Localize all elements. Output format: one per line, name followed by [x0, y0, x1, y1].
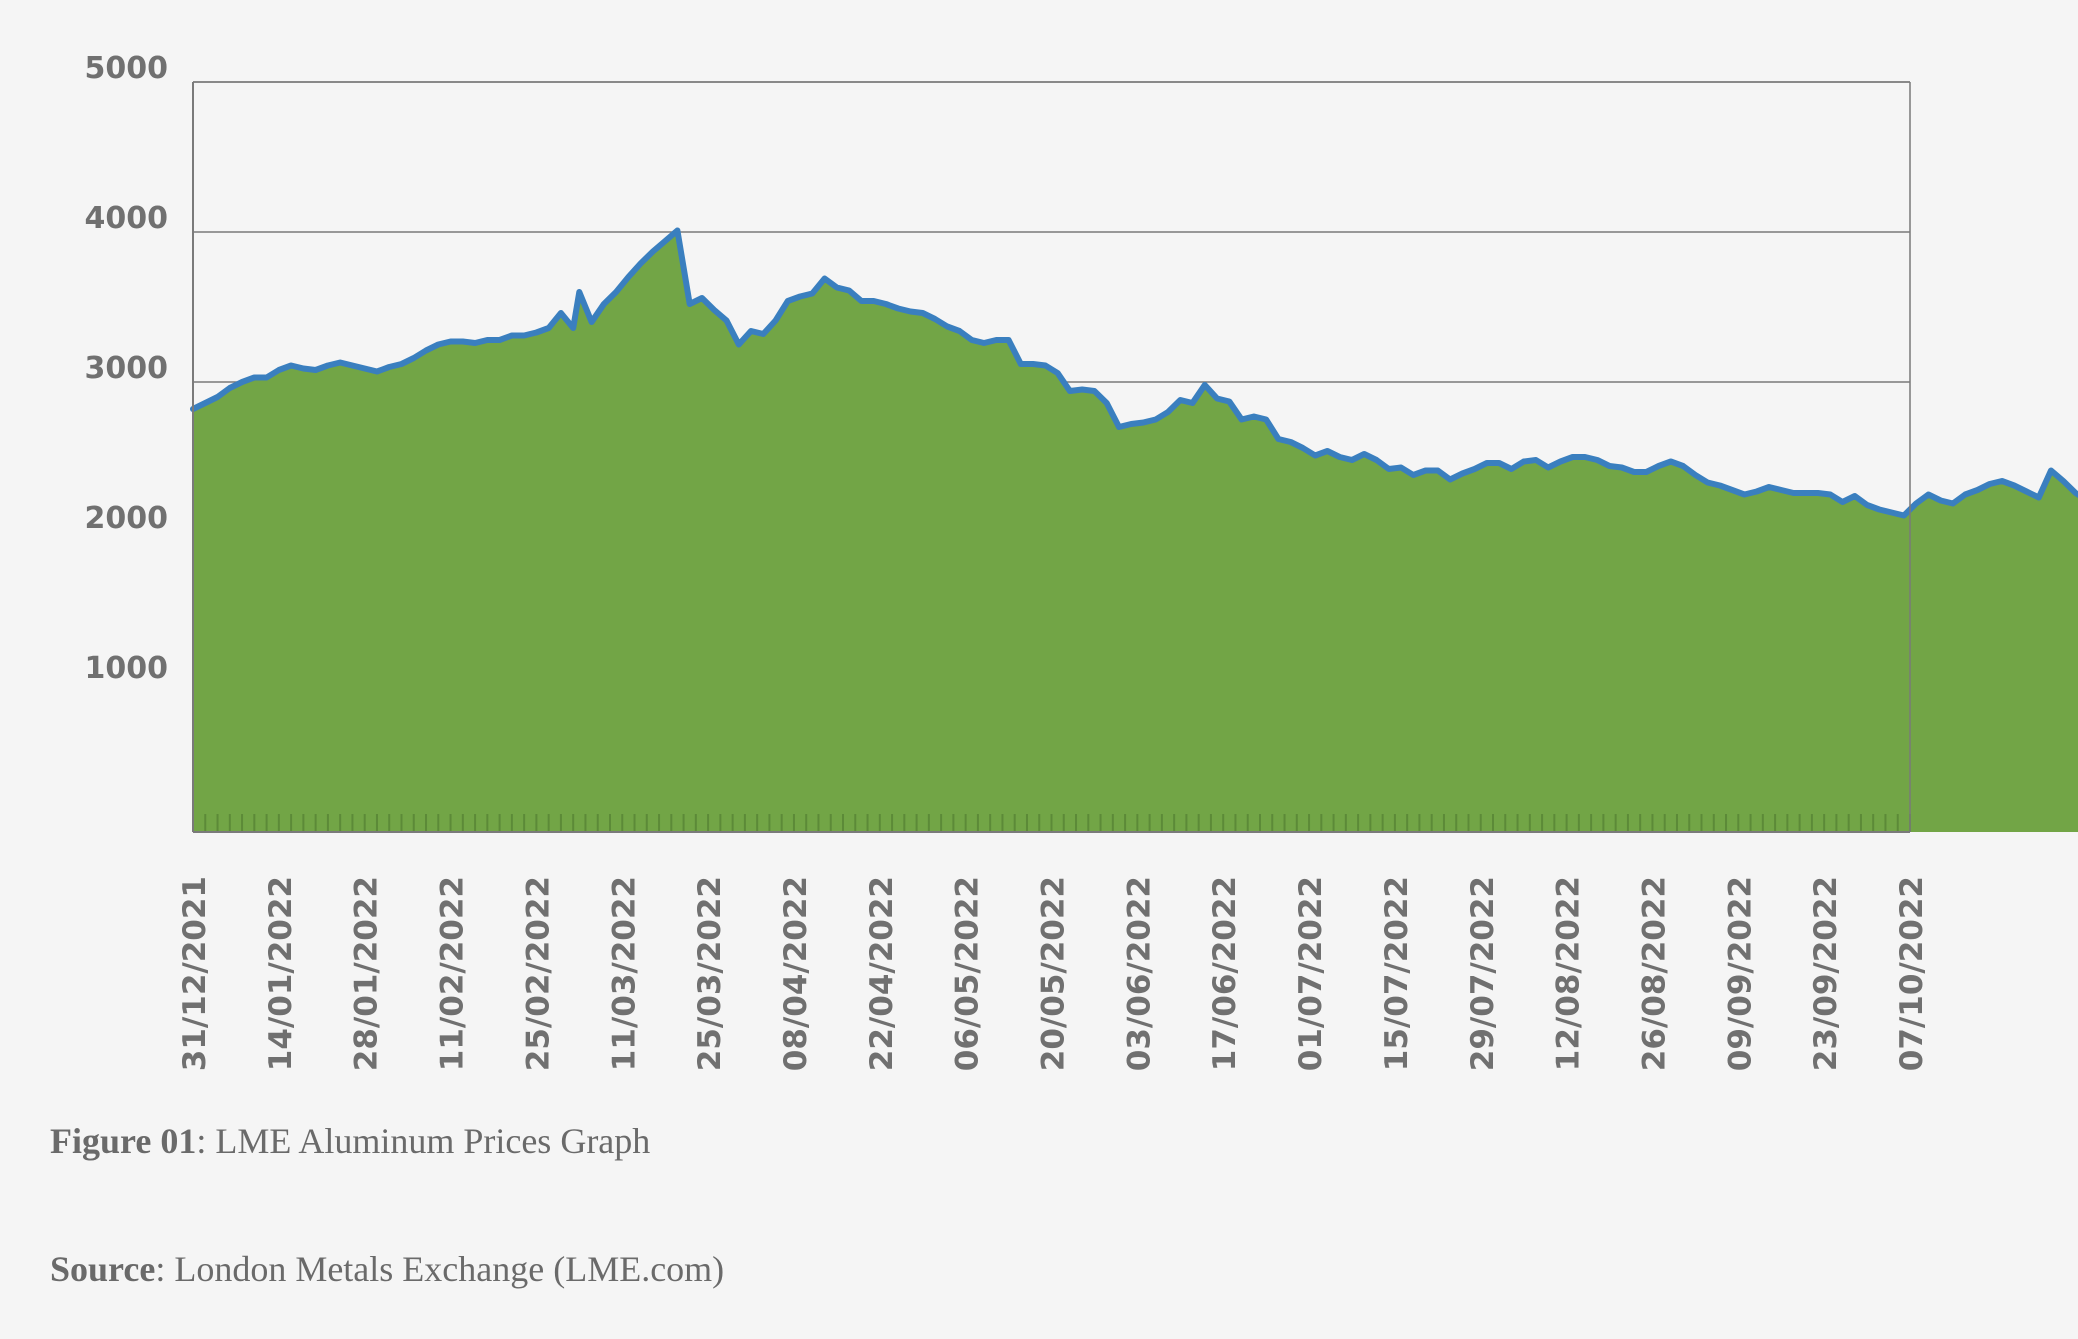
x-tick-label: 11/03/2022	[606, 876, 642, 1071]
x-tick-label: 26/08/2022	[1636, 876, 1672, 1071]
x-tick-label: 23/09/2022	[1808, 876, 1844, 1071]
x-tick-label: 01/07/2022	[1293, 876, 1329, 1071]
plot-frame	[192, 81, 1911, 833]
figure-caption: Figure 01: LME Aluminum Prices Graph	[50, 1120, 650, 1162]
source-caption: Source: London Metals Exchange (LME.com)	[50, 1248, 724, 1290]
price-area-fill	[193, 230, 2078, 832]
x-tick-label: 31/12/2021	[177, 876, 213, 1071]
x-tick-label: 07/10/2022	[1894, 876, 1930, 1071]
x-minor-ticks	[192, 814, 1911, 832]
y-tick-label: 4000	[85, 201, 169, 236]
x-tick-label: 12/08/2022	[1551, 876, 1587, 1071]
figure-caption-lead: Figure 01	[50, 1121, 197, 1161]
x-tick-label: 09/09/2022	[1722, 876, 1758, 1071]
x-axis-tick-labels: 31/12/2021 14/01/2022 28/01/2022 11/02/2022…	[177, 876, 1930, 1071]
x-tick-label: 03/06/2022	[1121, 876, 1157, 1071]
x-tick-label: 25/03/2022	[692, 876, 728, 1071]
y-axis-tick-labels: 1000 2000 3000 4000 5000	[85, 51, 169, 686]
x-tick-label: 15/07/2022	[1379, 876, 1415, 1071]
y-tick-label: 5000	[85, 51, 169, 86]
x-tick-label: 11/02/2022	[435, 876, 471, 1071]
figure-caption-text: : LME Aluminum Prices Graph	[196, 1121, 651, 1161]
source-caption-text: : London Metals Exchange (LME.com)	[155, 1249, 725, 1289]
x-tick-label: 14/01/2022	[263, 876, 299, 1071]
y-tick-label: 1000	[85, 651, 169, 686]
x-tick-label: 20/05/2022	[1036, 876, 1072, 1071]
y-tick-label: 3000	[85, 351, 169, 386]
x-tick-label: 22/04/2022	[864, 876, 900, 1071]
x-tick-label: 28/01/2022	[349, 876, 385, 1071]
x-tick-label: 17/06/2022	[1207, 876, 1243, 1071]
y-tick-label: 2000	[85, 501, 169, 536]
source-caption-lead: Source	[50, 1249, 156, 1289]
price-line	[190, 227, 2078, 519]
x-tick-label: 29/07/2022	[1465, 876, 1501, 1071]
x-tick-label: 06/05/2022	[950, 876, 986, 1071]
price-area	[190, 227, 2078, 832]
x-tick-label: 25/02/2022	[520, 876, 556, 1071]
x-tick-label: 08/04/2022	[778, 876, 814, 1071]
